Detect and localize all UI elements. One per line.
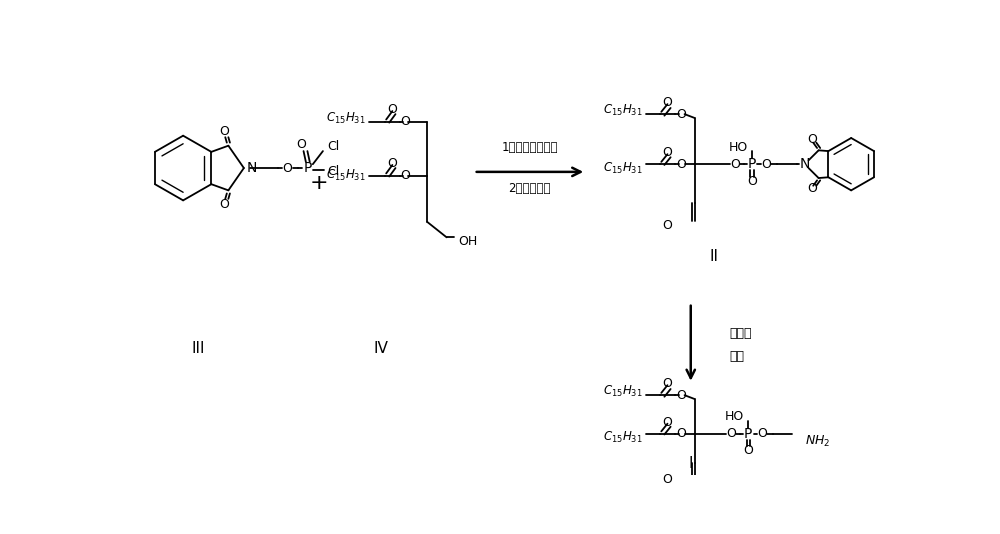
Text: O: O: [677, 389, 686, 402]
Text: $C_{15}H_{31}$: $C_{15}H_{31}$: [326, 168, 366, 183]
Text: P: P: [748, 157, 756, 171]
Text: +: +: [309, 174, 328, 193]
Text: 1、三乙胺，氯仿: 1、三乙胺，氯仿: [501, 141, 558, 154]
Text: Cl: Cl: [327, 140, 339, 153]
Text: O: O: [220, 198, 229, 211]
Text: O: O: [663, 219, 672, 232]
Text: $C_{15}H_{31}$: $C_{15}H_{31}$: [326, 111, 366, 125]
Text: O: O: [677, 108, 686, 121]
Text: O: O: [401, 115, 410, 128]
Text: O: O: [757, 427, 767, 440]
Text: O: O: [761, 158, 771, 171]
Text: N: N: [799, 157, 810, 171]
Text: O: O: [677, 427, 686, 440]
Text: O: O: [663, 415, 672, 429]
Text: O: O: [296, 138, 306, 152]
Text: IV: IV: [373, 341, 388, 357]
Text: OH: OH: [458, 234, 478, 248]
Text: $C_{15}H_{31}$: $C_{15}H_{31}$: [603, 103, 643, 118]
Text: O: O: [220, 125, 229, 138]
Text: O: O: [677, 158, 686, 171]
Text: O: O: [401, 169, 410, 182]
Text: O: O: [282, 161, 292, 175]
Text: O: O: [743, 444, 753, 457]
Text: I: I: [688, 456, 693, 471]
Text: $C_{15}H_{31}$: $C_{15}H_{31}$: [603, 384, 643, 399]
Text: O: O: [387, 103, 397, 116]
Text: O: O: [726, 427, 736, 440]
Text: II: II: [710, 249, 718, 264]
Text: III: III: [192, 341, 205, 357]
Text: O: O: [663, 473, 672, 486]
Text: N: N: [246, 161, 257, 175]
Text: $NH_2$: $NH_2$: [805, 434, 830, 449]
Text: 乙醇: 乙醇: [730, 350, 744, 363]
Text: O: O: [807, 133, 817, 146]
Text: $C_{15}H_{31}$: $C_{15}H_{31}$: [603, 430, 643, 445]
Text: O: O: [747, 175, 757, 187]
Text: O: O: [730, 158, 740, 171]
Text: P: P: [303, 161, 312, 175]
Text: HO: HO: [725, 410, 744, 423]
Text: Cl: Cl: [327, 166, 339, 178]
Text: O: O: [663, 96, 672, 109]
Text: 2、呃啊，水: 2、呃啊，水: [508, 182, 551, 195]
Text: P: P: [744, 427, 752, 441]
Text: O: O: [663, 146, 672, 159]
Text: $C_{15}H_{31}$: $C_{15}H_{31}$: [603, 161, 643, 176]
Text: O: O: [387, 157, 397, 170]
Text: HO: HO: [729, 141, 748, 154]
Text: 水合肼: 水合肼: [730, 327, 752, 340]
Text: O: O: [663, 377, 672, 390]
Text: O: O: [807, 182, 817, 195]
